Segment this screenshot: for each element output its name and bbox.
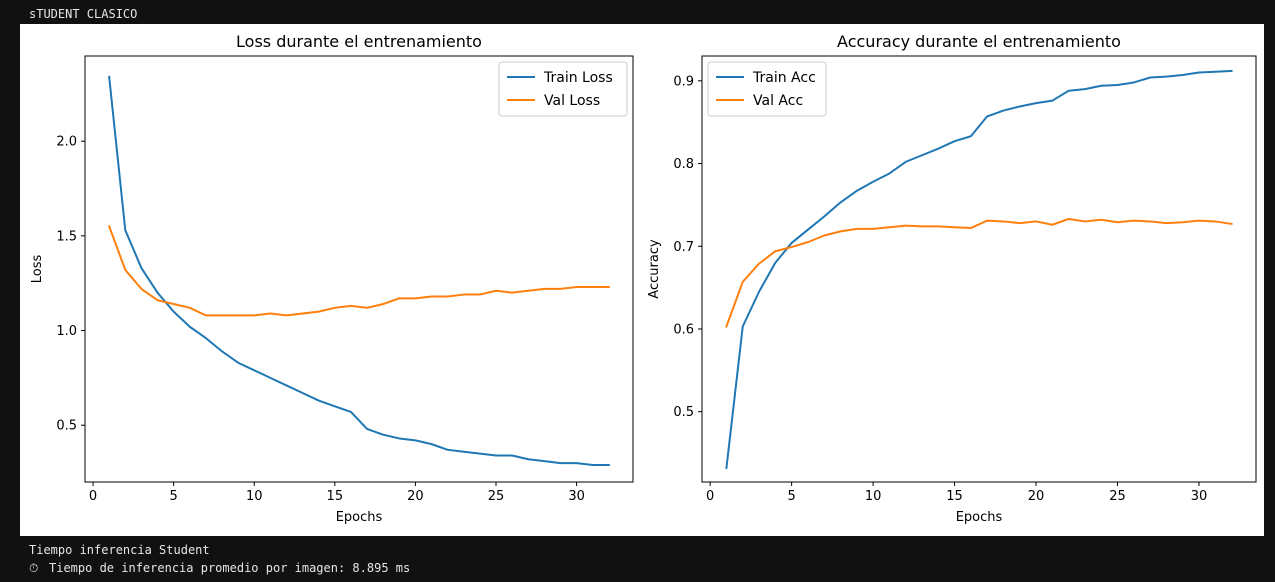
axes-frame: [701, 55, 1257, 483]
x-tick-label: 15: [327, 489, 344, 504]
chart-1: Accuracy durante el entrenamiento 0 5 10 15 2…: [647, 32, 1257, 525]
figure-canvas: Loss durante el entrenamiento 0 5 10 15 20 25 3…: [30, 32, 1257, 525]
y-tick-label: 1.0: [56, 324, 77, 339]
output-line-title: Tiempo inferencia Student: [29, 543, 210, 557]
cell-stdout: Tiempo inferencia Student ⏱ Tiempo de inf…: [29, 541, 410, 577]
x-tick-label: 0: [706, 489, 714, 504]
x-tick-label: 25: [1109, 489, 1126, 504]
y-tick-label: 0.5: [673, 405, 694, 420]
legend: Train Loss Val Loss: [498, 61, 628, 117]
series-line-train-acc: [725, 69, 1233, 470]
axes-frame: [84, 55, 634, 483]
legend-box: [498, 61, 628, 117]
y-tick-label: 1.5: [56, 229, 77, 244]
x-axis-label: Epochs: [336, 510, 383, 525]
training-figure: Loss durante el entrenamiento 0 5 10 15 20 25 3…: [20, 24, 1264, 536]
inference-time-text: Tiempo de inferencia promedio por imagen…: [49, 561, 411, 575]
x-tick-label: 15: [946, 489, 963, 504]
x-axis-label: Epochs: [956, 510, 1003, 525]
legend: Train Acc Val Acc: [707, 61, 827, 117]
chart-title: Accuracy durante el entrenamiento: [837, 32, 1121, 51]
x-tick-label: 5: [787, 489, 795, 504]
legend-label: Train Acc: [752, 70, 816, 86]
series-line-val-acc: [725, 217, 1233, 328]
x-tick-label: 30: [568, 489, 585, 504]
stopwatch-icon: ⏱: [29, 561, 39, 575]
chart-title: Loss durante el entrenamiento: [236, 32, 482, 51]
y-tick-label: 0.9: [673, 74, 694, 89]
x-tick-label: 10: [246, 489, 263, 504]
x-tick-label: 30: [1191, 489, 1208, 504]
x-tick-label: 5: [170, 489, 178, 504]
legend-box: [707, 61, 827, 117]
series-line-train-loss: [108, 75, 610, 466]
x-tick-label: 0: [89, 489, 97, 504]
y-tick-label: 0.7: [673, 240, 694, 255]
x-tick-label: 25: [488, 489, 505, 504]
x-tick-label: 20: [407, 489, 424, 504]
series-line-val-loss: [107, 225, 610, 317]
y-tick-label: 0.5: [56, 419, 77, 434]
y-axis-label: Accuracy: [647, 239, 662, 299]
legend-label: Val Acc: [753, 93, 803, 109]
x-tick-label: 10: [865, 489, 882, 504]
legend-label: Val Loss: [544, 93, 600, 109]
y-axis-label: Loss: [30, 255, 45, 284]
x-tick-label: 20: [1028, 489, 1045, 504]
legend-label: Train Loss: [543, 70, 613, 86]
cell-header-text: sTUDENT CLASICO: [29, 7, 138, 21]
chart-0: Loss durante el entrenamiento 0 5 10 15 20 25 3…: [30, 32, 634, 525]
y-tick-label: 0.6: [673, 322, 694, 337]
output-line-inference-time: ⏱ Tiempo de inferencia promedio por image…: [29, 559, 410, 577]
y-tick-label: 2.0: [56, 135, 77, 150]
y-tick-label: 0.8: [673, 157, 694, 172]
